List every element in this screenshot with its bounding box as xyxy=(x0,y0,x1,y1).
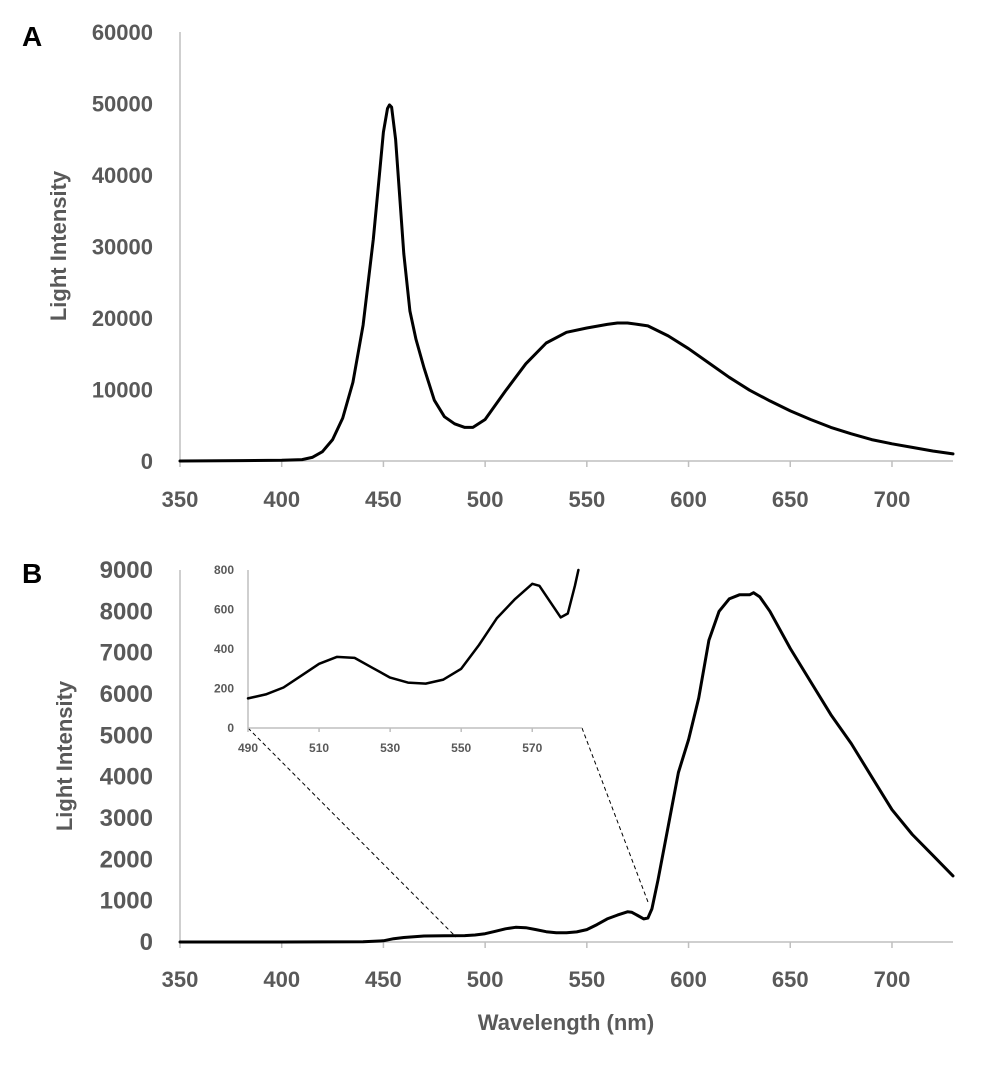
inset-y-tick-label: 200 xyxy=(214,682,234,696)
chart-b-x-tick-label: 550 xyxy=(568,967,605,992)
chart-a-y-ticks: 0 10000 20000 30000 40000 50000 60000 xyxy=(92,20,153,474)
chart-a-y-tick-label: 20000 xyxy=(92,306,153,331)
chart-b-x-tick-label: 350 xyxy=(162,967,199,992)
inset-x-tick-label: 490 xyxy=(238,741,258,755)
chart-b-y-title: Light Intensity xyxy=(52,680,77,831)
chart-b-y-tick-label: 3000 xyxy=(100,805,153,832)
chart-a-x-tick-label: 400 xyxy=(263,487,300,512)
chart-b-series-line xyxy=(178,591,955,944)
inset-x-tick-label: 510 xyxy=(309,741,329,755)
chart-a-y-title: Light Intensity xyxy=(46,170,71,321)
chart-a-x-tick-label: 600 xyxy=(670,487,707,512)
chart-a: 0 10000 20000 30000 40000 50000 60000 350 400 45… xyxy=(46,20,955,512)
chart-b-x-tick-label: 600 xyxy=(670,967,707,992)
chart-a-x-ticks: 350 400 450 500 550 600 650 700 xyxy=(162,461,911,512)
chart-b-y-tick-label: 7000 xyxy=(100,640,153,667)
chart-b-y-tick-label: 2000 xyxy=(100,846,153,873)
chart-b-y-tick-label: 9000 xyxy=(100,557,153,584)
chart-a-x-tick-label: 700 xyxy=(874,487,911,512)
chart-a-y-tick-label: 50000 xyxy=(92,92,153,117)
chart-a-y-tick-label: 60000 xyxy=(92,20,153,45)
zoom-connector-right xyxy=(581,727,649,903)
chart-a-series-line xyxy=(178,103,955,463)
chart-b-y-ticks: 0 1000 2000 3000 4000 5000 6000 7000 8000 9000 xyxy=(100,557,153,956)
chart-a-x-tick-label: 500 xyxy=(467,487,504,512)
inset-x-tick-label: 550 xyxy=(451,741,471,755)
inset-x-tick-label: 530 xyxy=(380,741,400,755)
chart-a-x-tick-label: 550 xyxy=(568,487,605,512)
chart-b-x-title: Wavelength (nm) xyxy=(478,1010,654,1035)
inset-y-tick-label: 800 xyxy=(214,563,234,577)
chart-b-x-tick-label: 450 xyxy=(365,967,402,992)
chart-b-x-ticks: 350 400 450 500 550 600 650 700 xyxy=(162,942,911,992)
chart-a-x-tick-label: 650 xyxy=(772,487,809,512)
inset-y-tick-label: 600 xyxy=(214,603,234,617)
chart-b-x-tick-label: 650 xyxy=(772,967,809,992)
chart-a-y-tick-label: 30000 xyxy=(92,235,153,260)
chart-b-x-tick-label: 700 xyxy=(874,967,911,992)
chart-b-y-tick-label: 0 xyxy=(140,929,153,956)
chart-a-x-tick-label: 350 xyxy=(162,487,199,512)
panel-label-b: B xyxy=(22,558,42,589)
inset-x-tick-label: 570 xyxy=(522,741,542,755)
chart-a-y-tick-label: 40000 xyxy=(92,163,153,188)
chart-a-y-tick-label: 0 xyxy=(141,449,153,474)
inset-y-tick-label: 400 xyxy=(214,642,234,656)
inset-y-tick-label: 0 xyxy=(227,721,234,735)
chart-b-y-tick-label: 4000 xyxy=(100,764,153,791)
chart-b-y-tick-label: 5000 xyxy=(100,722,153,749)
chart-b-y-tick-label: 1000 xyxy=(100,888,153,915)
chart-a-x-tick-label: 450 xyxy=(365,487,402,512)
inset-y-ticks: 0 200 400 600 800 xyxy=(214,563,234,735)
chart-b-x-tick-label: 500 xyxy=(467,967,504,992)
chart-b-y-tick-label: 8000 xyxy=(100,598,153,625)
chart-b-x-tick-label: 400 xyxy=(263,967,300,992)
chart-b-y-tick-label: 6000 xyxy=(100,681,153,708)
chart-b-inset: 0 200 400 600 800 490 510 530 550 570 xyxy=(214,563,582,755)
inset-series-line xyxy=(246,568,580,700)
zoom-connector-left xyxy=(247,727,457,938)
panel-label-a: A xyxy=(22,21,42,52)
chart-a-y-tick-label: 10000 xyxy=(92,378,153,403)
inset-x-ticks: 490 510 530 550 570 xyxy=(238,728,543,755)
